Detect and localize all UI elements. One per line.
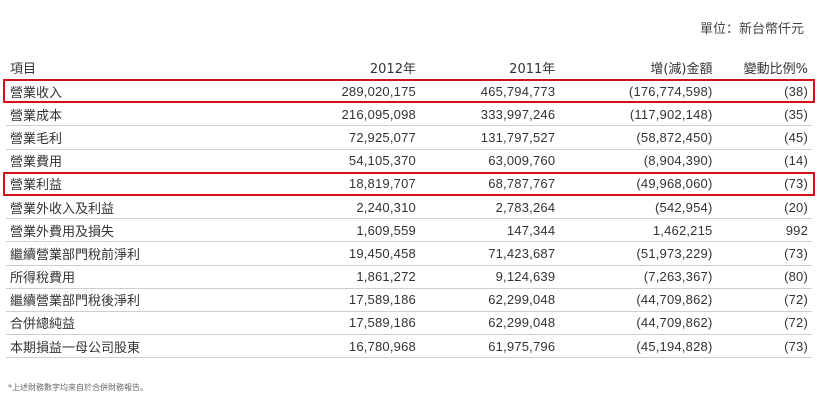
- value-change: 1,462,215: [652, 222, 713, 238]
- row-label: 營業外費用及損失: [10, 224, 115, 240]
- value-2012: 19,450,458: [348, 245, 416, 261]
- table-row: 本期損益一母公司股東 16,780,968 61,975,796 (45,194,82…: [6, 335, 812, 359]
- row-label: 營業外收入及利益: [10, 201, 115, 217]
- row-label: 營業成本: [10, 108, 63, 124]
- value-percent: (35): [784, 106, 808, 122]
- value-2011: 465,794,773: [480, 83, 556, 99]
- row-label: 繼續營業部門稅後淨利: [10, 294, 141, 310]
- value-percent: (45): [784, 129, 808, 145]
- value-2012: 1,609,559: [356, 222, 416, 238]
- value-percent: (14): [784, 153, 808, 169]
- value-2011: 147,344: [506, 222, 556, 238]
- value-2011: 71,423,687: [488, 245, 556, 261]
- value-change: (117,902,148): [629, 106, 713, 122]
- header-change: 增(減)金額: [650, 62, 713, 77]
- value-2011: 333,997,246: [480, 106, 556, 122]
- value-2012: 289,020,175: [341, 83, 416, 99]
- value-2011: 63,009,760: [488, 153, 556, 169]
- value-2011: 62,299,048: [488, 315, 556, 331]
- value-2011: 62,299,048: [488, 292, 556, 308]
- value-2011: 9,124,639: [495, 269, 556, 285]
- header-percent: 變動比例%: [743, 62, 808, 77]
- row-label: 營業毛利: [10, 131, 63, 147]
- value-percent: (73): [784, 338, 808, 354]
- row-label: 營業利益: [10, 178, 63, 194]
- table-row: 營業成本 216,095,098 333,997,246 (117,902,148) (…: [6, 103, 812, 127]
- value-2012: 2,240,310: [356, 199, 416, 215]
- footnote: *上述財務數字均來自於合併財務報告。: [8, 383, 148, 392]
- value-percent: 992: [785, 222, 808, 238]
- value-change: (49,968,060): [636, 176, 713, 192]
- value-percent: (20): [784, 199, 808, 215]
- header-2011: 2011年: [509, 62, 556, 77]
- value-change: (44,709,862): [636, 315, 713, 331]
- table-row: 營業外收入及利益 2,240,310 2,783,264 (542,954) (20): [6, 196, 812, 220]
- table-row: 營業利益 18,819,707 68,787,767 (49,968,060) (73): [3, 171, 815, 196]
- table-row: 繼續營業部門稅後淨利 17,589,186 62,299,048 (44,709,86…: [6, 289, 812, 312]
- value-2011: 61,975,796: [488, 338, 556, 354]
- value-change: (45,194,828): [636, 338, 713, 354]
- value-percent: (80): [784, 269, 808, 285]
- value-2012: 54,105,370: [348, 153, 416, 169]
- income-statement-table: 項目 2012年 2011年 增(減)金額 變動比例% 營業收入 289,020,…: [3, 56, 815, 359]
- table-row: 所得稅費用 1,861,272 9,124,639 (7,263,367) (80): [6, 266, 812, 289]
- value-change: (44,709,862): [636, 292, 713, 308]
- value-2011: 2,783,264: [495, 199, 556, 215]
- value-2012: 18,819,707: [348, 176, 416, 192]
- row-label: 營業費用: [10, 155, 63, 171]
- row-label: 所得稅費用: [10, 271, 76, 287]
- table-row: 營業外費用及損失 1,609,559 147,344 1,462,215 992: [6, 219, 812, 243]
- value-2012: 17,589,186: [348, 292, 416, 308]
- table-row: 營業費用 54,105,370 63,009,760 (8,904,390) (14): [6, 150, 812, 173]
- value-percent: (72): [784, 292, 808, 308]
- value-2012: 216,095,098: [341, 106, 416, 122]
- value-2011: 131,797,527: [480, 129, 556, 145]
- value-change: (58,872,450): [636, 129, 713, 145]
- table-header-row: 項目 2012年 2011年 增(減)金額 變動比例%: [6, 56, 812, 80]
- table-body: 營業收入 289,020,175 465,794,773 (176,774,598) (…: [3, 79, 815, 359]
- value-percent: (73): [784, 176, 808, 192]
- table-row: 合併總純益 17,589,186 62,299,048 (44,709,862) (72…: [6, 312, 812, 336]
- value-percent: (38): [784, 83, 808, 99]
- value-change: (7,263,367): [643, 269, 713, 285]
- row-label: 本期損益一母公司股東: [10, 340, 141, 356]
- header-item: 項目: [10, 62, 37, 77]
- row-label: 繼續營業部門稅前淨利: [10, 247, 141, 263]
- header-2012: 2012年: [369, 62, 416, 77]
- value-change: (542,954): [655, 199, 713, 215]
- unit-label: 單位：新台幣仟元: [699, 22, 804, 37]
- value-2012: 17,589,186: [348, 315, 416, 331]
- value-percent: (72): [784, 315, 808, 331]
- value-change: (8,904,390): [643, 153, 713, 169]
- value-2012: 1,861,272: [356, 269, 416, 285]
- value-2011: 68,787,767: [488, 176, 556, 192]
- value-2012: 72,925,077: [348, 129, 416, 145]
- table-row: 營業收入 289,020,175 465,794,773 (176,774,598) (…: [3, 79, 815, 104]
- row-label: 合併總純益: [10, 317, 76, 333]
- value-percent: (73): [784, 245, 808, 261]
- table-row: 營業毛利 72,925,077 131,797,527 (58,872,450) (45…: [6, 126, 812, 150]
- table-row: 繼續營業部門稅前淨利 19,450,458 71,423,687 (51,973,22…: [6, 242, 812, 266]
- value-change: (51,973,229): [636, 245, 713, 261]
- value-2012: 16,780,968: [348, 338, 416, 354]
- value-change: (176,774,598): [628, 83, 713, 99]
- row-label: 營業收入: [10, 85, 63, 101]
